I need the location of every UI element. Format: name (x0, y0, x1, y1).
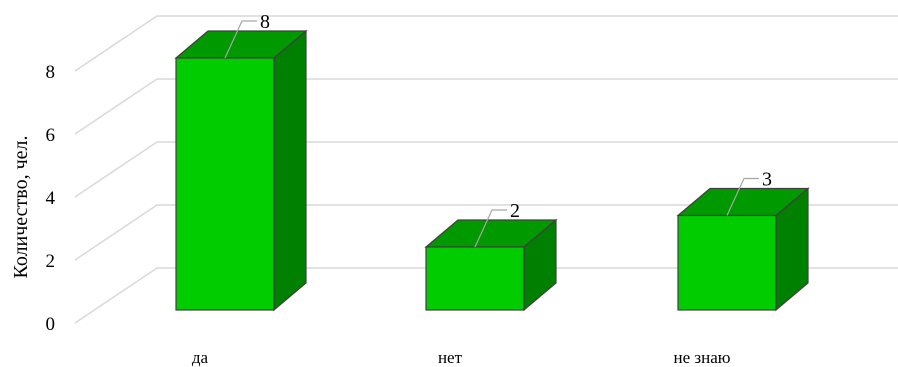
bar-front-face (176, 58, 274, 310)
bar-side-face (274, 31, 306, 310)
y-tick-label: 0 (46, 314, 56, 335)
bar-front-face (426, 247, 524, 310)
category-label: нет (438, 348, 463, 367)
bar-да (176, 31, 306, 310)
bar-не знаю (678, 189, 808, 311)
bars (176, 31, 808, 310)
data-label: 8 (260, 11, 270, 33)
category-label: да (192, 348, 209, 367)
y-axis-title: Количество, чел. (10, 135, 32, 278)
bar-front-face (678, 216, 776, 311)
y-tick-label: 2 (46, 251, 56, 272)
bar-нет (426, 220, 556, 310)
y-tick-label: 4 (46, 188, 56, 209)
category-label: не знаю (674, 348, 731, 367)
data-label: 3 (762, 169, 772, 191)
x-axis-categories: да нет не знаю (192, 348, 731, 367)
data-label: 2 (510, 200, 520, 222)
y-tick-label: 8 (46, 62, 56, 83)
y-tick-label: 6 (46, 125, 56, 146)
y-axis-ticks: 0 2 4 6 8 (46, 62, 56, 335)
